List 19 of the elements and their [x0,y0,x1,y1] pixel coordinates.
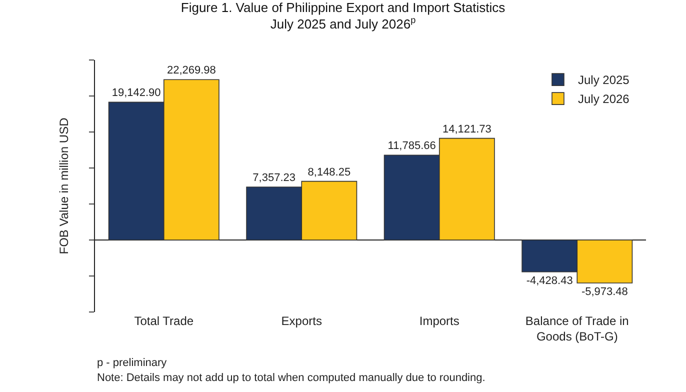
y-axis-title: FOB Value in million USD [56,117,71,254]
chart-subtitle: July 2025 and July 2026$^{p}$ [270,15,416,32]
x-tick-label: Balance of Trade in Goods (BoT-G) [525,314,629,344]
data-label: 22,269.98 [166,64,216,77]
text: p - preliminary [97,357,168,369]
legend-label: July 2025 [578,73,630,88]
data-label: 11,785.66 [388,140,436,152]
text: Note: Details may not add up to total when computed manually due to rounding. [97,372,486,384]
x-tick-label: Exports [281,314,322,328]
data-label: 8,148.25 [308,166,351,178]
data-label: 14,121.73 [442,123,492,136]
data-label: 7,357.23 [252,172,296,184]
data-label: 19,142.90 [112,87,161,100]
x-tick-label: Imports [419,314,460,328]
x-tick-label: Total Trade [134,314,194,328]
data-label: -5,973.48 [581,286,628,298]
legend-label: July 2026 [578,92,630,106]
data-label: -4,428.43 [526,274,573,287]
chart-title: Figure 1. Value of Philippine Export and Import Statistics [180,0,506,15]
